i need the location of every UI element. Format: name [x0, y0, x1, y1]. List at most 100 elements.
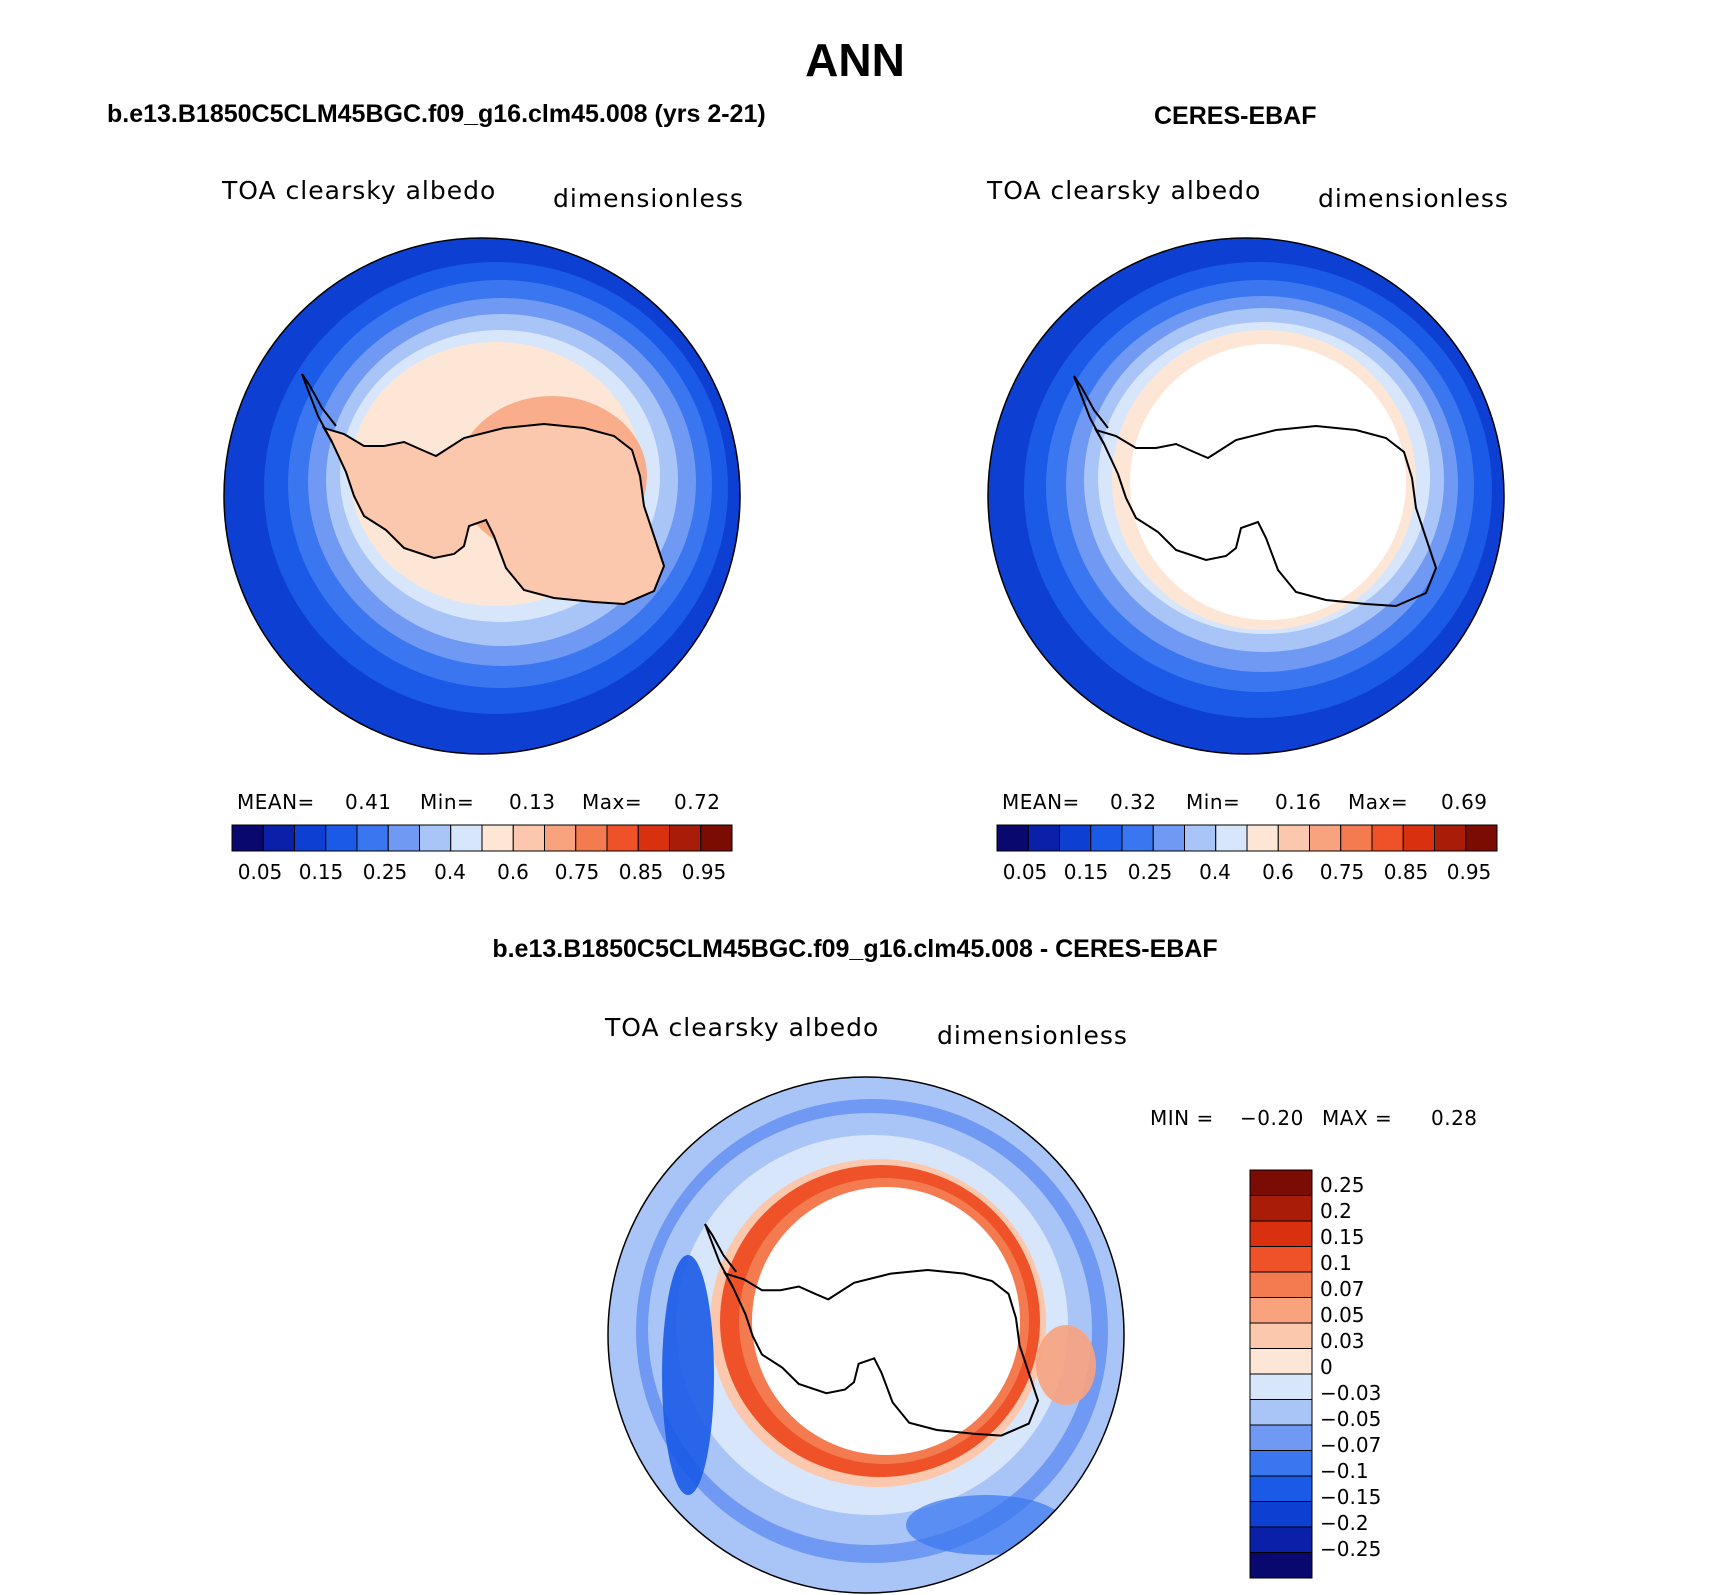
colorbar-swatch — [1246, 824, 1279, 852]
colorbar-swatch — [575, 824, 608, 852]
diff-tick: 0 — [1320, 1355, 1333, 1379]
colorbar-swatch — [1249, 1169, 1313, 1196]
diff-tick: 0.2 — [1320, 1199, 1352, 1223]
page-title: ANN — [805, 34, 905, 86]
colorbar-swatch — [1090, 824, 1123, 852]
map-border — [223, 237, 741, 755]
obs-mean-value: 0.32 — [1110, 790, 1157, 814]
obs-tick: 0.4 — [1199, 860, 1231, 884]
colorbar-swatch — [1249, 1501, 1313, 1528]
colorbar-swatch — [356, 824, 389, 852]
obs-tick: 0.95 — [1446, 860, 1492, 884]
obs-max-value: 0.69 — [1441, 790, 1488, 814]
colorbar-swatch — [1249, 1373, 1313, 1400]
diff-tick: −0.1 — [1320, 1459, 1369, 1483]
obs-tick: 0.05 — [1002, 860, 1048, 884]
contour-patch — [662, 1255, 714, 1495]
obs-mean-label: MEAN= — [1002, 790, 1080, 814]
diff-min-label: MIN = — [1150, 1106, 1214, 1130]
colorbar-swatch — [450, 824, 483, 852]
model-mean-label: MEAN= — [237, 790, 315, 814]
contour-band — [752, 1187, 1020, 1455]
colorbar-swatch — [325, 824, 358, 852]
colorbar-swatch — [1027, 824, 1060, 852]
obs-tick: 0.6 — [1262, 860, 1294, 884]
diff-tick: −0.25 — [1320, 1537, 1382, 1561]
obs-units-label: dimensionless — [1318, 184, 1509, 213]
colorbar-swatch — [1249, 1220, 1313, 1247]
model-max-value: 0.72 — [674, 790, 721, 814]
model-tick: 0.6 — [497, 860, 529, 884]
diff-tick: −0.03 — [1320, 1381, 1382, 1405]
obs-min-value: 0.16 — [1275, 790, 1322, 814]
diff-tick: 0.03 — [1320, 1329, 1365, 1353]
coastline-peninsula — [301, 373, 337, 443]
obs-max-label: Max= — [1348, 790, 1409, 814]
model-tick: 0.05 — [237, 860, 283, 884]
diff-tick: 0.05 — [1320, 1303, 1365, 1327]
coastline-antarctica — [321, 422, 666, 606]
model-colorbar-ticks: 0.05 0.15 0.25 0.4 0.6 0.75 0.85 0.95 — [232, 860, 732, 886]
diff-tick: −0.2 — [1320, 1511, 1369, 1535]
colorbar-swatch — [544, 824, 577, 852]
colorbar-swatch — [419, 824, 452, 852]
diff-units-label: dimensionless — [937, 1021, 1128, 1050]
diff-tick: 0.15 — [1320, 1225, 1365, 1249]
model-tick: 0.15 — [298, 860, 344, 884]
colorbar-swatch — [294, 824, 327, 852]
colorbar-swatch — [1402, 824, 1435, 852]
obs-tick: 0.75 — [1319, 860, 1365, 884]
colorbar-swatch — [606, 824, 639, 852]
diff-tick: 0.1 — [1320, 1251, 1352, 1275]
coastline-antarctica — [723, 1268, 1040, 1437]
obs-tick: 0.15 — [1063, 860, 1109, 884]
colorbar-swatch — [1215, 824, 1248, 852]
obs-tick: 0.85 — [1383, 860, 1429, 884]
map-contours — [608, 1077, 1124, 1593]
colorbar-swatch — [1249, 1348, 1313, 1375]
obs-min-label: Min= — [1186, 790, 1241, 814]
diff-colorbar — [1249, 1169, 1313, 1579]
colorbar-swatch — [1249, 1297, 1313, 1324]
diff-tick: 0.25 — [1320, 1173, 1365, 1197]
diff-max-label: MAX = — [1322, 1106, 1393, 1130]
model-units-label: dimensionless — [553, 184, 744, 213]
obs-tick: 0.25 — [1127, 860, 1173, 884]
colorbar-swatch — [481, 824, 514, 852]
map-contours — [224, 238, 740, 754]
model-variable-label: TOA clearsky albedo — [222, 176, 497, 205]
model-tick: 0.85 — [618, 860, 664, 884]
diff-tick: −0.15 — [1320, 1485, 1382, 1509]
model-tick: 0.25 — [362, 860, 408, 884]
colorbar-swatch — [1249, 1450, 1313, 1477]
colorbar-swatch — [1340, 824, 1373, 852]
model-min-value: 0.13 — [509, 790, 556, 814]
colorbar-swatch — [669, 824, 702, 852]
colorbar-swatch — [1121, 824, 1154, 852]
model-tick: 0.75 — [554, 860, 600, 884]
colorbar-swatch — [637, 824, 670, 852]
map-border — [987, 237, 1505, 755]
colorbar-swatch — [1249, 1424, 1313, 1451]
coastline-antarctica — [1093, 424, 1438, 608]
colorbar-swatch — [1249, 1322, 1313, 1349]
coastline-peninsula — [704, 1223, 737, 1287]
model-map — [223, 237, 741, 755]
diff-min-value: −0.20 — [1240, 1106, 1304, 1130]
coastline-peninsula — [1073, 375, 1109, 445]
diff-max-value: 0.28 — [1431, 1106, 1478, 1130]
colorbar-swatch — [231, 824, 264, 852]
colorbar-swatch — [1152, 824, 1185, 852]
colorbar-swatch — [1249, 1195, 1313, 1222]
colorbar-swatch — [262, 824, 295, 852]
colorbar-swatch — [1371, 824, 1404, 852]
model-panel-title: b.e13.B1850C5CLM45BGC.f09_g16.clm45.008 … — [107, 100, 766, 128]
diff-map — [607, 1076, 1125, 1594]
diff-variable-label: TOA clearsky albedo — [605, 1013, 880, 1042]
colorbar-swatch — [1249, 1399, 1313, 1426]
contour-band — [1130, 344, 1406, 620]
model-max-label: Max= — [582, 790, 643, 814]
colorbar-swatch — [1249, 1246, 1313, 1273]
map-contours — [988, 238, 1504, 754]
colorbar-swatch — [387, 824, 420, 852]
